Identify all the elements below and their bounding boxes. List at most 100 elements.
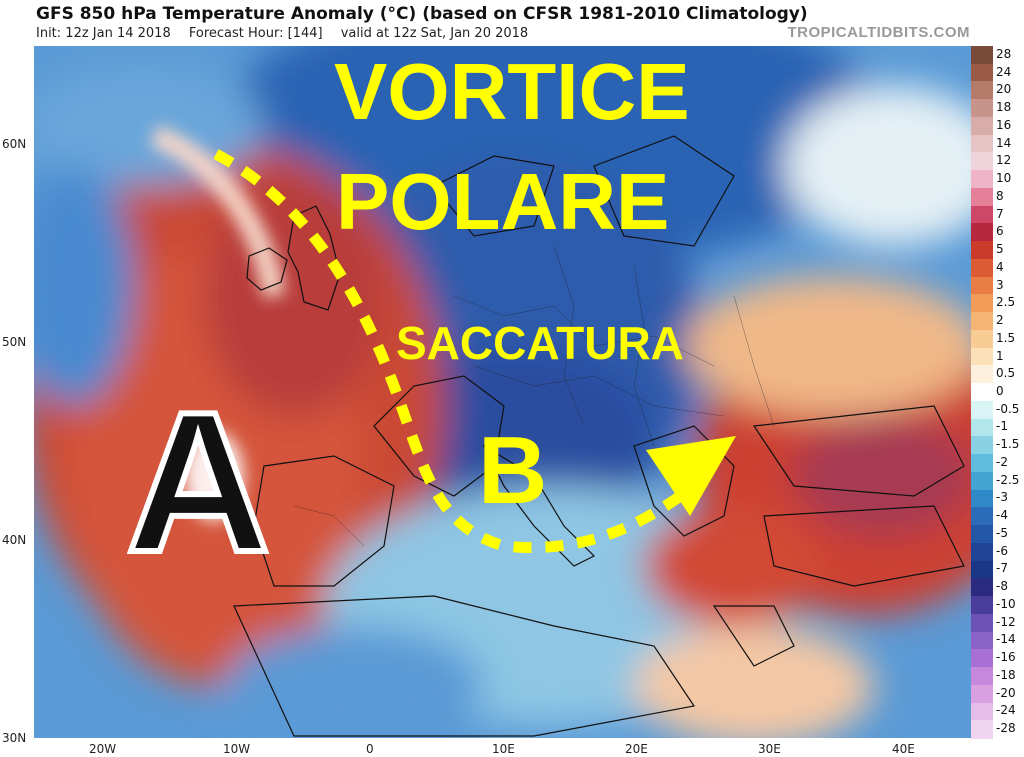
colorbar-label: -2.5 [996,472,1020,487]
colorbar-label: 14 [996,135,1012,150]
colorbar-segment [971,525,993,544]
colorbar-label: -14 [996,632,1016,647]
colorbar-label: 5 [996,242,1004,257]
colorbar-segment [971,383,993,402]
colorbar-label: -1.5 [996,437,1020,452]
colorbar-label: -16 [996,650,1016,665]
colorbar-label: 16 [996,117,1012,132]
colorbar-label: 1.5 [996,330,1016,345]
colorbar-segment [971,684,993,704]
colorbar-label: -3 [996,490,1008,505]
colorbar-label: 20 [996,82,1012,97]
low-pressure-label: B [478,417,548,524]
colorbar-label: 4 [996,259,1004,274]
lon-label: 0 [366,742,374,756]
polare-label: POLARE [336,157,670,246]
colorbar-segment [971,613,993,633]
init-time: Init: 12z Jan 14 2018 [36,26,171,41]
forecast-hour: Forecast Hour: [144] [188,26,323,41]
colorbar-label: 0 [996,384,1004,398]
colorbar-segment [971,294,993,313]
colorbar-label: 0.5 [996,366,1016,381]
colorbar-segment [971,418,993,437]
colorbar-label: 1 [996,348,1004,363]
lon-label: 10E [492,742,515,756]
trough-arrow-head [646,436,736,516]
colorbar-segment [971,241,993,260]
colorbar-label: -10 [996,596,1016,611]
colorbar-segment [971,489,993,508]
colorbar-label: -28 [996,721,1016,736]
colorbar-label: -0.5 [996,401,1020,416]
colorbar-segment [971,329,993,349]
colorbar-label: -8 [996,579,1008,594]
colorbar-segment [971,454,993,473]
colorbar-label: 2.5 [996,295,1016,310]
borders [293,245,775,547]
colorbar-label: 28 [996,46,1012,61]
colorbar-segment [971,223,993,242]
colorbar-segment [971,99,993,118]
trough-path [213,149,698,553]
colorbar-segment [971,170,993,189]
lon-label: 20W [89,742,117,756]
colorbar-segment [971,596,993,615]
colorbar-label: 7 [996,206,1004,221]
colorbar-segment [971,400,993,420]
colorbar-segment [971,312,993,331]
lat-label: 40N [2,533,27,547]
colorbar-label: -1 [996,419,1008,434]
colorbar-segment [971,649,993,668]
colorbar-segment [971,365,993,384]
lon-label: 20E [625,742,648,756]
colorbar-segment [971,347,993,366]
lon-label: 30E [758,742,781,756]
colorbar-segment [971,81,993,100]
lat-label: 50N [2,335,27,349]
colorbar-segment [971,116,993,136]
map-field [34,46,971,738]
colorbar-segment [971,436,993,455]
vortice-label: VORTICE [334,47,690,136]
header: GFS 850 hPa Temperature Anomaly (°C) (ba… [0,0,1024,46]
colorbar [971,46,993,739]
colorbar-segment [971,134,993,154]
site-watermark: TROPICALTIDBITS.COM [787,24,970,41]
colorbar-segment [971,63,993,83]
colorbar-label: 3 [996,277,1004,292]
high-pressure-label: A [123,368,273,597]
colorbar-label: 24 [996,64,1012,79]
colorbar-label: -5 [996,525,1008,540]
colorbar-segment [971,46,993,65]
colorbar-segment [971,720,993,739]
lon-label: 40E [892,742,915,756]
colorbar-segment [971,631,993,650]
map-title: GFS 850 hPa Temperature Anomaly (°C) (ba… [36,4,808,24]
colorbar-label: -2 [996,454,1008,469]
coastlines [233,135,965,737]
colorbar-segment [971,187,993,207]
colorbar-label: -18 [996,667,1016,682]
saccatura-label: SACCATURA [396,317,684,369]
colorbar-segment [971,152,993,171]
colorbar-segment [971,258,993,278]
colorbar-segment [971,578,993,597]
colorbar-label: 8 [996,188,1004,203]
colorbar-segment [971,667,993,686]
anomaly-map: VORTICE POLARE SACCATURA A B [34,46,971,738]
colorbar-label: -4 [996,508,1008,523]
colorbar-label: 10 [996,171,1012,186]
colorbar-label: -24 [996,703,1016,718]
lat-label: 60N [2,137,27,151]
colorbar-segment [971,276,993,295]
colorbar-label: 6 [996,224,1004,239]
map-subtitle: Init: 12z Jan 14 2018 Forecast Hour: [14… [36,26,542,41]
colorbar-segment [971,702,993,721]
colorbar-label: 12 [996,153,1012,168]
valid-time: valid at 12z Sat, Jan 20 2018 [340,26,529,41]
lon-label: 10W [223,742,251,756]
colorbar-label: -7 [996,561,1008,576]
colorbar-label: 18 [996,100,1012,115]
colorbar-segment [971,471,993,491]
colorbar-label: -6 [996,543,1008,558]
